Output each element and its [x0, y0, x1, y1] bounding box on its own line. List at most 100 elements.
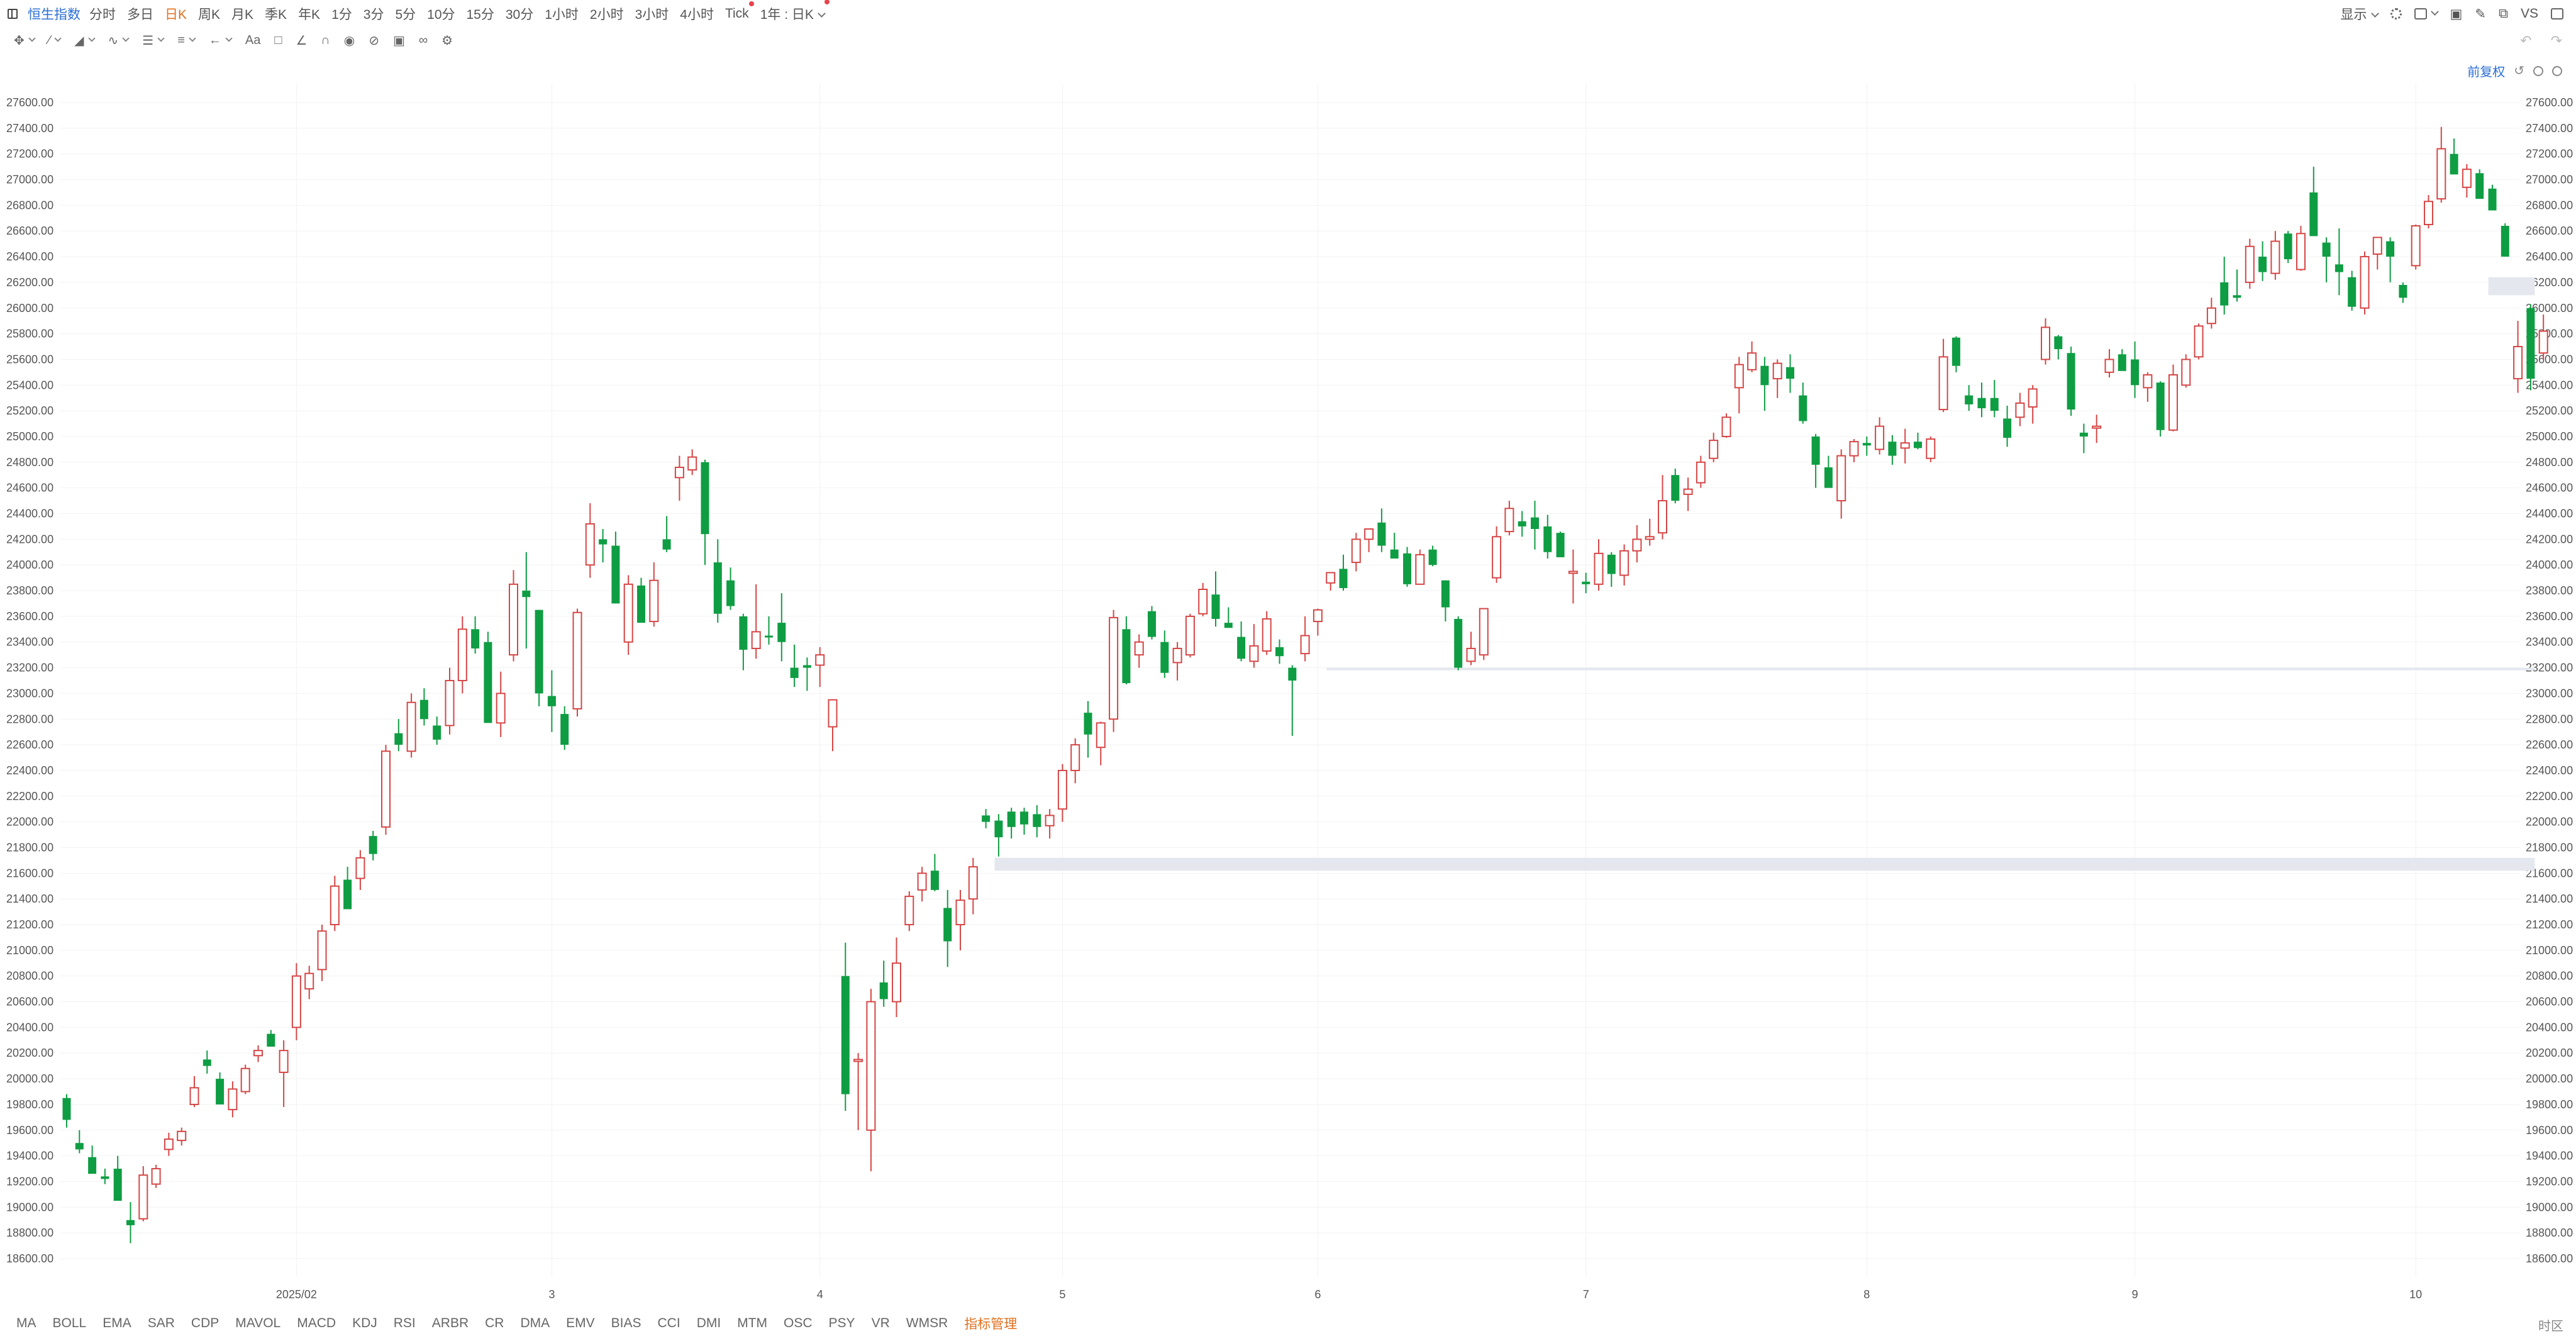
eye-icon[interactable]: ◉ — [343, 33, 355, 48]
candle-body — [2424, 201, 2433, 226]
indicator-tab[interactable]: RSI — [393, 1316, 416, 1330]
adjust-rights-button[interactable]: 前复权 — [2467, 65, 2506, 79]
indicator-tab[interactable]: OSC — [784, 1316, 813, 1330]
period-tab[interactable]: 5分 — [395, 4, 416, 23]
layout-menu[interactable] — [2414, 7, 2439, 19]
undo-icon[interactable]: ↶ — [2520, 33, 2532, 48]
redo-icon[interactable]: ↷ — [2550, 33, 2562, 48]
candle-body — [930, 871, 939, 890]
settings-icon[interactable] — [2390, 8, 2402, 19]
indicator-tab[interactable]: PSY — [828, 1316, 855, 1330]
candle-body — [687, 456, 697, 471]
link-icon[interactable]: ∞ — [418, 33, 428, 47]
candle-body — [560, 714, 569, 745]
indicator-tab[interactable]: EMV — [566, 1316, 595, 1330]
indicator-tab[interactable]: WMSR — [906, 1316, 948, 1330]
display-menu[interactable]: 显示 — [2341, 4, 2379, 23]
indicator-tab[interactable]: BOLL — [52, 1316, 87, 1330]
y-tick-label-right: 21000.00 — [2526, 944, 2573, 957]
candle-body — [1607, 554, 1616, 574]
period-tab[interactable]: 1年 : 日K — [760, 0, 830, 23]
period-tab[interactable]: 4小时 — [680, 4, 714, 23]
x-tick-label: 7 — [1583, 1288, 1589, 1301]
indicator-tab[interactable]: CDP — [191, 1316, 219, 1330]
fib-tool[interactable]: ☰ — [142, 33, 165, 48]
indicator-tab[interactable]: EMA — [103, 1316, 131, 1330]
period-tab[interactable]: 2小时 — [590, 4, 624, 23]
comment-icon[interactable]: □ — [274, 33, 282, 47]
arrow-tool[interactable]: ← — [209, 33, 233, 48]
period-tab[interactable]: 分时 — [89, 4, 116, 23]
candle-body — [2003, 418, 2012, 438]
channel-icon: ◢ — [74, 33, 84, 48]
indicator-tab[interactable]: BIAS — [611, 1316, 641, 1330]
line-tool[interactable]: ∕ — [48, 33, 62, 48]
drawing-settings-icon[interactable]: ⚙ — [441, 33, 453, 48]
indicator-tab[interactable]: VR — [871, 1316, 890, 1330]
compare-button[interactable]: VS — [2520, 6, 2538, 21]
panel-toggle-icon[interactable] — [2551, 8, 2563, 19]
indicator-manage-button[interactable]: 指标管理 — [964, 1317, 1018, 1332]
ruler-icon[interactable]: ∠ — [296, 33, 308, 48]
indicator-tab[interactable]: SAR — [147, 1316, 175, 1330]
indicator-tab[interactable]: CCI — [657, 1316, 680, 1330]
period-tab[interactable]: 10分 — [427, 4, 455, 23]
y-tick-label-left: 22200.00 — [6, 790, 53, 803]
candle-body — [433, 725, 441, 740]
period-tab[interactable]: 年K — [298, 4, 320, 23]
period-tab[interactable]: 1分 — [331, 4, 352, 23]
period-tab[interactable]: 3小时 — [635, 4, 669, 23]
indicator-tab[interactable]: DMI — [696, 1316, 721, 1330]
channel-tool[interactable]: ◢ — [74, 33, 96, 48]
y-tick-label-left: 25200.00 — [6, 404, 53, 417]
candle-body — [674, 466, 684, 479]
symbol-name[interactable]: 恒生指数 — [28, 8, 80, 22]
trash-icon[interactable]: ▣ — [392, 33, 405, 48]
indicator-tab[interactable]: MTM — [737, 1316, 768, 1330]
sidebar-toggle-icon[interactable] — [8, 9, 18, 19]
indicator-tab[interactable]: DMA — [520, 1316, 550, 1330]
reset-icon[interactable]: ↺ — [2514, 64, 2524, 78]
y-tick-label-right: 27400.00 — [2526, 122, 2573, 135]
candle-body — [1377, 522, 1386, 546]
indicator-tab[interactable]: KDJ — [352, 1316, 377, 1330]
magnet-icon[interactable]: ∩ — [321, 33, 330, 47]
period-tab[interactable]: 周K — [198, 4, 220, 23]
indicator-tab[interactable]: ARBR — [431, 1316, 469, 1330]
indicator-tab[interactable]: MACD — [297, 1316, 336, 1330]
candle-body — [1057, 769, 1067, 810]
fullscreen-icon[interactable]: ⧉ — [2498, 6, 2508, 21]
period-tab[interactable]: 30分 — [506, 4, 533, 23]
y-tick-label-left: 20600.00 — [6, 996, 53, 1008]
camera-icon[interactable]: ▣ — [2450, 6, 2463, 21]
period-tab[interactable]: Tick — [725, 1, 754, 21]
wave-tool[interactable]: ∿ — [108, 33, 130, 48]
period-tab[interactable]: 多日 — [127, 4, 153, 23]
hide-icon[interactable]: ⊘ — [369, 33, 379, 48]
candle-body — [853, 1059, 863, 1062]
period-tab[interactable]: 季K — [265, 4, 287, 23]
candle-body — [2156, 382, 2165, 430]
period-tab[interactable]: 日K — [165, 4, 187, 23]
timezone-button[interactable]: 时区 — [2538, 1320, 2563, 1333]
candle-body — [394, 733, 403, 745]
indicator-tab[interactable]: MAVOL — [235, 1316, 281, 1330]
y-tick-label-left: 22600.00 — [6, 738, 53, 751]
indicator-tab[interactable]: CR — [485, 1316, 504, 1330]
period-tab[interactable]: 月K — [231, 4, 253, 23]
period-tab[interactable]: 1小时 — [545, 4, 579, 23]
candle-body — [623, 583, 633, 643]
measure-tool[interactable]: ≡ — [177, 33, 196, 48]
period-tab[interactable]: 15分 — [467, 4, 494, 23]
zoom-in-icon[interactable] — [2552, 65, 2562, 76]
period-tab-label: 年K — [298, 8, 321, 22]
text-tool[interactable]: Aa — [245, 33, 261, 47]
pen-icon[interactable]: ✎ — [2475, 6, 2486, 21]
zoom-out-icon[interactable] — [2533, 65, 2543, 76]
candle-body — [1568, 570, 1578, 574]
crosshair-tool[interactable]: ✥ — [14, 33, 36, 48]
candle-body — [1888, 442, 1897, 456]
period-tab[interactable]: 3分 — [364, 4, 384, 23]
indicator-tab[interactable]: MA — [16, 1316, 36, 1330]
